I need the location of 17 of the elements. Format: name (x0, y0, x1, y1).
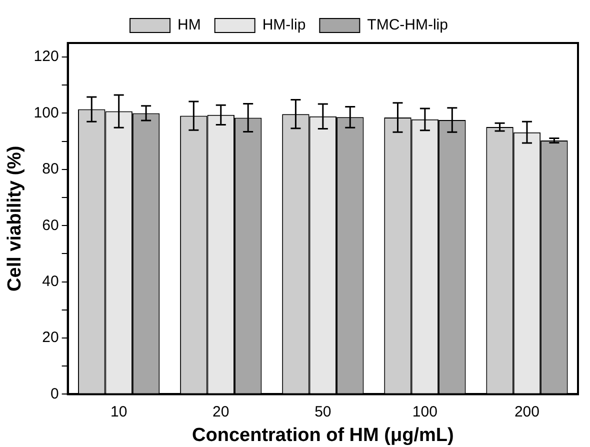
x-tick-label: 200 (514, 403, 540, 420)
legend-label: TMC-HM-lip (367, 16, 448, 34)
x-axis-title: Concentration of HM (μg/mL) (192, 424, 454, 446)
x-tick-label: 20 (212, 403, 230, 420)
y-tick-label: 80 (42, 160, 59, 178)
y-tick-label: 100 (34, 104, 59, 122)
y-axis-title: Cell viability (%) (4, 146, 26, 292)
x-tick-label: 100 (412, 403, 438, 420)
x-tick-label: 50 (314, 403, 332, 420)
y-tick-label: 20 (42, 329, 59, 346)
y-tick-label: 120 (34, 48, 59, 66)
x-tick-label: 10 (110, 403, 128, 420)
y-tick-label: 60 (42, 216, 59, 234)
legend-label: HM-lip (262, 16, 306, 34)
y-tick-label: 40 (42, 272, 59, 290)
y-tick-label: 0 (50, 385, 59, 402)
legend-label: HM (178, 16, 201, 34)
